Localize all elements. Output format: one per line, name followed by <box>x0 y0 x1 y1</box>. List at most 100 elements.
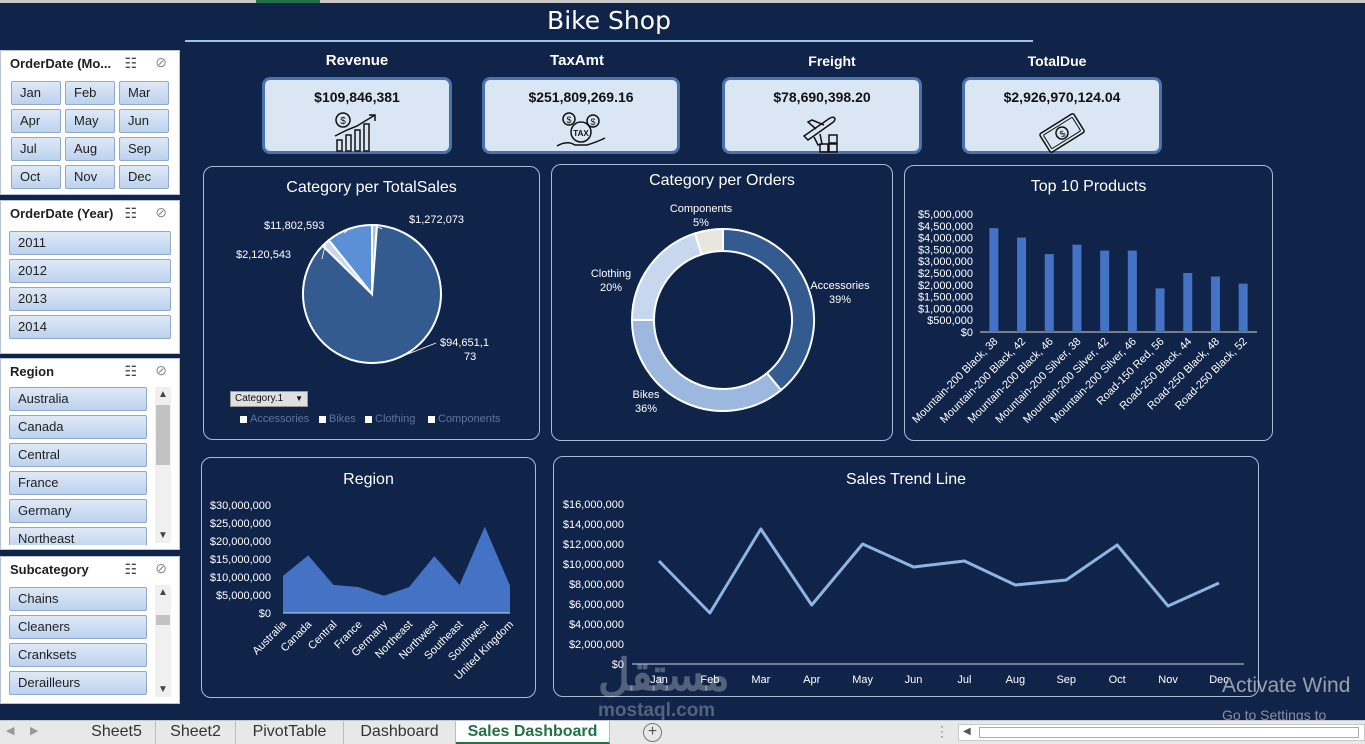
area-chart-svg: $0 $5,000,000 $10,000,000 $15,000,000 $20,00… <box>210 500 516 682</box>
clear-filter-icon[interactable]: ⊘ <box>155 362 167 378</box>
slicer-item-nov[interactable]: Nov <box>65 165 115 189</box>
slicer-item-jun[interactable]: Jun <box>119 109 169 133</box>
slicer-item-aug[interactable]: Aug <box>65 137 115 161</box>
clear-filter-icon[interactable]: ⊘ <box>155 54 167 70</box>
scroll-up-icon[interactable]: ▲ <box>158 389 168 400</box>
slicer-item-france[interactable]: France <box>9 471 147 495</box>
slicer-item-oct[interactable]: Oct <box>11 165 61 189</box>
slicer-item-2013[interactable]: 2013 <box>9 287 171 311</box>
data-label-name-accessories: Accessories <box>810 280 870 292</box>
slicer-item-sep[interactable]: Sep <box>119 137 169 161</box>
revenue-chart-icon: $ <box>334 112 376 152</box>
y-tick-label: $12,000,000 <box>563 539 624 551</box>
x-tick-label: Dec <box>1209 674 1229 686</box>
slicer-item-jan[interactable]: Jan <box>11 81 61 105</box>
kpi-card-freight: $78,690,398.20 <box>722 77 922 154</box>
scroll-thumb[interactable] <box>156 615 170 625</box>
x-tick-label: Apr <box>803 674 820 686</box>
slicer-item-jul[interactable]: Jul <box>11 137 61 161</box>
horizontal-scrollbar[interactable]: ◀ <box>958 724 1365 741</box>
slicer-header: OrderDate (Mo... ☷ ⊘ <box>1 51 179 77</box>
activate-windows-sub: Go to Settings to <box>1222 707 1327 720</box>
kpi-card-revenue: $109,846,381 $ <box>262 77 452 154</box>
bar <box>1127 250 1137 332</box>
slicer-item-apr[interactable]: Apr <box>11 109 61 133</box>
category-filter-dropdown[interactable]: Category.1 ▼ <box>230 391 308 407</box>
slicer-order-month: OrderDate (Mo... ☷ ⊘ Jan Feb Mar Apr May Jun J… <box>0 50 180 195</box>
scroll-left-icon[interactable]: ◀ <box>963 726 971 737</box>
tab-scroll-left-icon[interactable]: ◀ <box>6 725 15 737</box>
doughnut-slice-accessories <box>722 227 815 392</box>
trend-line-series <box>657 527 1220 615</box>
scroll-down-icon[interactable]: ▼ <box>158 530 168 541</box>
panel-category-totalsales: Category per TotalSales $1,272,073 $94,65… <box>203 166 540 440</box>
doughnut-chart-svg: Accessories 39% Bikes 36% Clothing 20% Compone… <box>591 203 870 415</box>
tab-sheet5[interactable]: Sheet5 <box>78 721 156 744</box>
multi-select-icon[interactable]: ☷ <box>124 205 137 221</box>
y-tick-label: $5,000,000 <box>216 590 271 602</box>
x-tick-label: Oct <box>1109 674 1126 686</box>
tab-split-handle-icon[interactable]: ⋮ <box>935 723 949 739</box>
chart-title: Sales Trend Line <box>845 471 967 488</box>
panel-top-10-products: Top 10 Products $0 $500,000 $1,000,000 $1,5… <box>904 165 1273 441</box>
data-label-value-bikes: 36% <box>635 403 657 415</box>
multi-select-icon[interactable]: ☷ <box>124 363 137 379</box>
clear-filter-icon[interactable]: ⊘ <box>155 204 167 220</box>
multi-select-icon[interactable]: ☷ <box>124 55 137 71</box>
tab-pivottable[interactable]: PivotTable <box>236 721 344 744</box>
data-label-accessories: $1,272,073 <box>409 214 464 226</box>
slicer-item-mar[interactable]: Mar <box>119 81 169 105</box>
data-label-name-bikes: Bikes <box>633 389 660 401</box>
y-tick-label: $4,000,000 <box>918 233 973 245</box>
x-tick-label: May <box>852 674 873 686</box>
tab-dashboard[interactable]: Dashboard <box>344 721 456 744</box>
slicer-item-feb[interactable]: Feb <box>65 81 115 105</box>
y-tick-label: $0 <box>961 327 973 339</box>
slicer-item-2014[interactable]: 2014 <box>9 315 171 339</box>
bar <box>989 228 999 332</box>
slicer-item-derailleurs[interactable]: Derailleurs <box>9 671 147 695</box>
slicer-scrollbar[interactable]: ▲ ▼ <box>155 387 171 543</box>
chart-title: Top 10 Products <box>1030 178 1147 195</box>
chart-title: Category per TotalSales <box>286 179 457 196</box>
y-tick-label: $1,500,000 <box>918 292 973 304</box>
legend-entry: Bikes <box>329 413 356 425</box>
slicer-item-chains[interactable]: Chains <box>9 587 147 611</box>
x-tick-label: Aug <box>1006 674 1026 686</box>
legend-entry: Clothing <box>375 413 416 425</box>
data-label-leader <box>321 242 327 260</box>
scroll-thumb[interactable] <box>156 405 170 465</box>
slicer-item-germany[interactable]: Germany <box>9 499 147 523</box>
data-label-name-clothing: Clothing <box>591 268 631 280</box>
slicer-item-2011[interactable]: 2011 <box>9 231 171 255</box>
tab-scroll-right-icon[interactable]: ▶ <box>30 725 39 737</box>
slicer-item-northeast[interactable]: Northeast <box>9 527 147 545</box>
data-label-value-components: 5% <box>693 217 709 229</box>
scroll-down-icon[interactable]: ▼ <box>158 684 168 695</box>
slicer-scrollbar[interactable]: ▲ ▼ <box>155 585 171 697</box>
scroll-thumb[interactable] <box>979 727 1359 738</box>
bar <box>1155 288 1165 332</box>
tab-sheet2[interactable]: Sheet2 <box>156 721 236 744</box>
scroll-up-icon[interactable]: ▲ <box>158 587 168 598</box>
slicer-title: OrderDate (Year) <box>10 206 114 221</box>
doughnut-slice-clothing <box>630 232 703 321</box>
slicer-item-2012[interactable]: 2012 <box>9 259 171 283</box>
slicer-item-central[interactable]: Central <box>9 443 147 467</box>
slicer-item-canada[interactable]: Canada <box>9 415 147 439</box>
slicer-item-dec[interactable]: Dec <box>119 165 169 189</box>
kpi-label-revenue: Revenue <box>325 52 389 69</box>
slicer-item-cranksets[interactable]: Cranksets <box>9 643 147 667</box>
tab-sales-dashboard[interactable]: Sales Dashboard <box>456 721 610 744</box>
chart-title: Region <box>343 471 394 488</box>
svg-text:$: $ <box>340 116 346 127</box>
clear-filter-icon[interactable]: ⊘ <box>155 560 167 576</box>
slicer-item-cleaners[interactable]: Cleaners <box>9 615 147 639</box>
data-label-components: $11,802,593 <box>264 220 324 232</box>
add-sheet-icon[interactable]: + <box>643 723 662 742</box>
y-tick-label: $3,500,000 <box>918 244 973 256</box>
multi-select-icon[interactable]: ☷ <box>124 561 137 577</box>
slicer-item-may[interactable]: May <box>65 109 115 133</box>
slicer-item-australia[interactable]: Australia <box>9 387 147 411</box>
activate-windows-title: Activate Wind <box>1222 674 1351 697</box>
